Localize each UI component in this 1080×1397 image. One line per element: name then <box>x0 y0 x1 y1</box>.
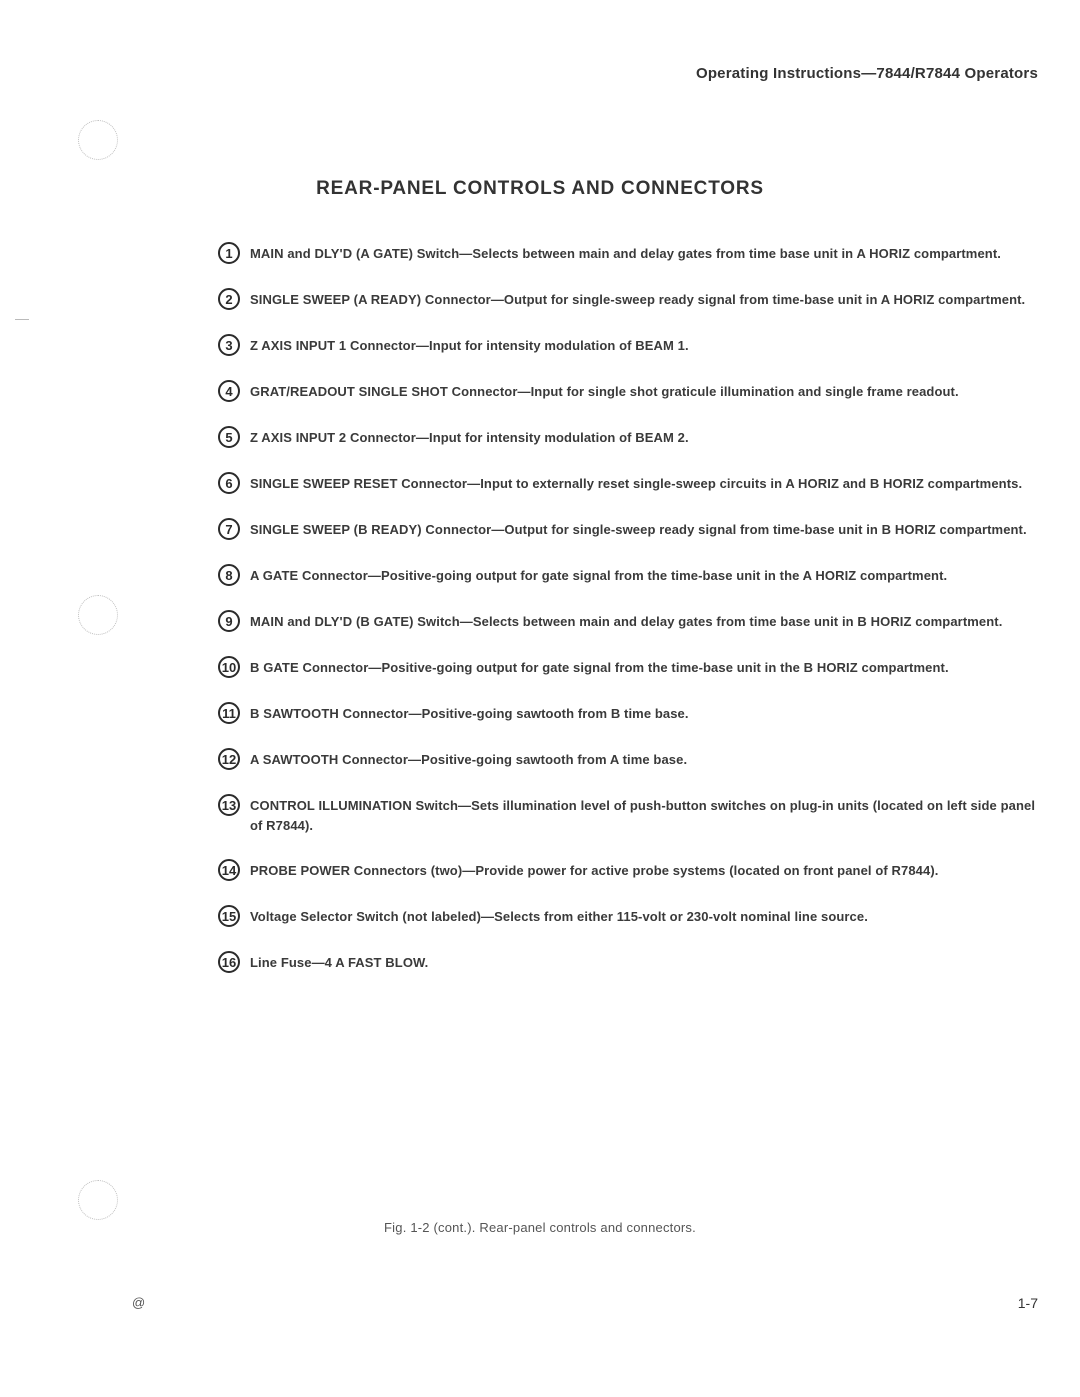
item-number-circle: 15 <box>218 905 240 927</box>
item-description: CONTROL ILLUMINATION Switch—Sets illumin… <box>250 796 1038 835</box>
item-number-circle: 10 <box>218 656 240 678</box>
item-number-circle: 16 <box>218 951 240 973</box>
document-page: — Operating Instructions—7844/R7844 Oper… <box>0 0 1080 1397</box>
item-description: GRAT/READOUT SINGLE SHOT Connector—Input… <box>250 382 1038 402</box>
figure-caption: Fig. 1-2 (cont.). Rear-panel controls an… <box>0 1220 1080 1235</box>
list-item: 16 Line Fuse—4 A FAST BLOW. <box>218 953 1038 973</box>
list-item: 13 CONTROL ILLUMINATION Switch—Sets illu… <box>218 796 1038 835</box>
running-head: Operating Instructions—7844/R7844 Operat… <box>696 65 1038 82</box>
list-item: 8 A GATE Connector—Positive-going output… <box>218 566 1038 586</box>
list-item: 6 SINGLE SWEEP RESET Connector—Input to … <box>218 474 1038 494</box>
list-item: 11 B SAWTOOTH Connector—Positive-going s… <box>218 704 1038 724</box>
item-number-circle: 5 <box>218 426 240 448</box>
page-number: 1-7 <box>1018 1295 1038 1311</box>
item-number-circle: 12 <box>218 748 240 770</box>
item-description: Z AXIS INPUT 1 Connector—Input for inten… <box>250 336 1038 356</box>
list-item: 3 Z AXIS INPUT 1 Connector—Input for int… <box>218 336 1038 356</box>
binder-hole-icon <box>78 595 118 635</box>
item-number-circle: 1 <box>218 242 240 264</box>
list-item: 10 B GATE Connector—Positive-going outpu… <box>218 658 1038 678</box>
binder-hole-icon <box>78 120 118 160</box>
controls-list: 1 MAIN and DLY'D (A GATE) Switch—Selects… <box>218 244 1038 999</box>
item-number-circle: 3 <box>218 334 240 356</box>
item-description: A SAWTOOTH Connector—Positive-going sawt… <box>250 750 1038 770</box>
item-number-circle: 14 <box>218 859 240 881</box>
item-description: MAIN and DLY'D (B GATE) Switch—Selects b… <box>250 612 1038 632</box>
item-description: Z AXIS INPUT 2 Connector—Input for inten… <box>250 428 1038 448</box>
item-description: B GATE Connector—Positive-going output f… <box>250 658 1038 678</box>
item-number-circle: 11 <box>218 702 240 724</box>
section-title: REAR-PANEL CONTROLS AND CONNECTORS <box>0 178 1080 200</box>
binder-hole-icon <box>78 1180 118 1220</box>
item-description: Voltage Selector Switch (not labeled)—Se… <box>250 907 1038 927</box>
item-number-circle: 2 <box>218 288 240 310</box>
list-item: 1 MAIN and DLY'D (A GATE) Switch—Selects… <box>218 244 1038 264</box>
list-item: 12 A SAWTOOTH Connector—Positive-going s… <box>218 750 1038 770</box>
item-number-circle: 13 <box>218 794 240 816</box>
item-number-circle: 7 <box>218 518 240 540</box>
item-number-circle: 4 <box>218 380 240 402</box>
item-description: MAIN and DLY'D (A GATE) Switch—Selects b… <box>250 244 1038 264</box>
item-description: Line Fuse—4 A FAST BLOW. <box>250 953 1038 973</box>
list-item: 2 SINGLE SWEEP (A READY) Connector—Outpu… <box>218 290 1038 310</box>
item-description: B SAWTOOTH Connector—Positive-going sawt… <box>250 704 1038 724</box>
item-description: A GATE Connector—Positive-going output f… <box>250 566 1038 586</box>
list-item: 14 PROBE POWER Connectors (two)—Provide … <box>218 861 1038 881</box>
item-description: SINGLE SWEEP (A READY) Connector—Output … <box>250 290 1038 310</box>
item-number-circle: 8 <box>218 564 240 586</box>
list-item: 9 MAIN and DLY'D (B GATE) Switch—Selects… <box>218 612 1038 632</box>
list-item: 7 SINGLE SWEEP (B READY) Connector—Outpu… <box>218 520 1038 540</box>
item-number-circle: 9 <box>218 610 240 632</box>
item-description: PROBE POWER Connectors (two)—Provide pow… <box>250 861 1038 881</box>
item-description: SINGLE SWEEP (B READY) Connector—Output … <box>250 520 1038 540</box>
item-number-circle: 6 <box>218 472 240 494</box>
copyright-mark: @ <box>132 1295 145 1310</box>
list-item: 5 Z AXIS INPUT 2 Connector—Input for int… <box>218 428 1038 448</box>
list-item: 4 GRAT/READOUT SINGLE SHOT Connector—Inp… <box>218 382 1038 402</box>
item-description: SINGLE SWEEP RESET Connector—Input to ex… <box>250 474 1038 494</box>
list-item: 15 Voltage Selector Switch (not labeled)… <box>218 907 1038 927</box>
scan-artifact-icon: — <box>15 310 30 326</box>
